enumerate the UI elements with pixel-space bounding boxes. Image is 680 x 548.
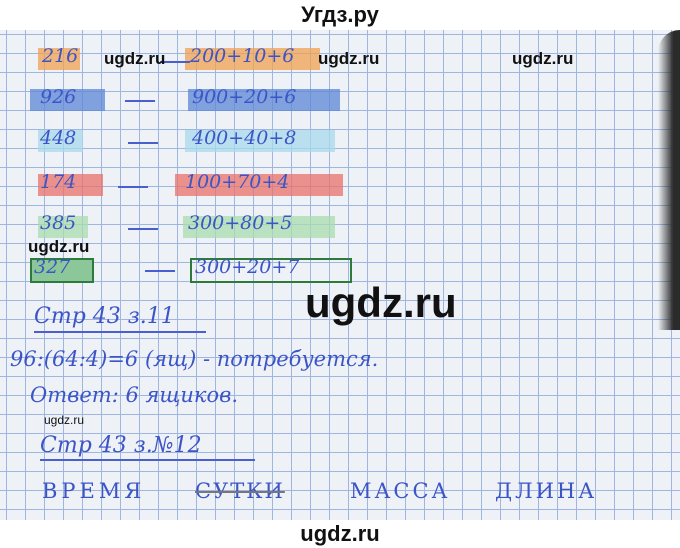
task12-heading: Стр 43 з.№12 bbox=[40, 433, 202, 458]
highlight-blue bbox=[188, 89, 340, 111]
footer-watermark: ugdz.ru bbox=[0, 520, 680, 548]
highlight-cyan bbox=[38, 130, 83, 152]
row-dash bbox=[128, 142, 158, 144]
highlight-green bbox=[38, 216, 88, 238]
row-expansion: 300+80+5 bbox=[188, 212, 293, 234]
task12-word: МАССА bbox=[350, 479, 451, 503]
heading-underline bbox=[40, 459, 255, 461]
task12-word: ВРЕМЯ bbox=[42, 479, 146, 503]
watermark: ugdz.ru bbox=[104, 49, 166, 68]
row-dash bbox=[160, 61, 190, 63]
site-title: Угдз.ру bbox=[301, 2, 379, 27]
highlight-red bbox=[38, 174, 103, 196]
task12-word: ДЛИНА bbox=[495, 479, 598, 503]
box-number bbox=[30, 258, 94, 283]
row-number: 385 bbox=[40, 212, 77, 234]
row-expansion: 100+70+4 bbox=[185, 171, 290, 193]
row-dash bbox=[145, 270, 175, 272]
row-expansion: 900+20+6 bbox=[192, 86, 297, 108]
row-number: 327 bbox=[34, 256, 71, 278]
row-number: 448 bbox=[40, 127, 77, 149]
highlight-orange bbox=[38, 48, 80, 70]
task12-word-crossed: СУТКИ bbox=[195, 479, 285, 503]
row-dash bbox=[125, 100, 155, 102]
row-dash bbox=[118, 186, 148, 188]
box-expansion bbox=[190, 258, 352, 283]
watermark: ugdz.ru bbox=[28, 237, 90, 256]
watermark-large: ugdz.ru bbox=[305, 279, 457, 326]
highlight-orange bbox=[185, 48, 320, 70]
page-edge bbox=[658, 30, 680, 330]
task11-heading: Стр 43 з.11 bbox=[34, 304, 175, 329]
row-expansion: 200+10+6 bbox=[190, 45, 295, 67]
highlight-red bbox=[175, 174, 343, 196]
highlight-green bbox=[183, 216, 335, 238]
row-expansion: 300+20+7 bbox=[195, 256, 300, 278]
watermark: ugdz.ru bbox=[44, 413, 85, 427]
watermark: ugdz.ru bbox=[512, 49, 574, 68]
task11-answer: Ответ: 6 ящиков. bbox=[30, 383, 239, 407]
row-number: 174 bbox=[40, 171, 77, 193]
row-number: 216 bbox=[42, 45, 79, 67]
notebook-page: 216 200+10+6 926 900+20+6 448 400+40+8 1… bbox=[0, 30, 680, 520]
row-dash bbox=[128, 228, 158, 230]
highlight-blue bbox=[30, 89, 105, 111]
row-number: 926 bbox=[40, 86, 77, 108]
highlight-cyan bbox=[185, 130, 335, 152]
row-expansion: 400+40+8 bbox=[192, 127, 297, 149]
watermark: ugdz.ru bbox=[318, 49, 380, 68]
task11-solution: 96:(64:4)=6 (ящ) - потребуется. bbox=[10, 347, 379, 371]
heading-underline bbox=[34, 331, 206, 333]
